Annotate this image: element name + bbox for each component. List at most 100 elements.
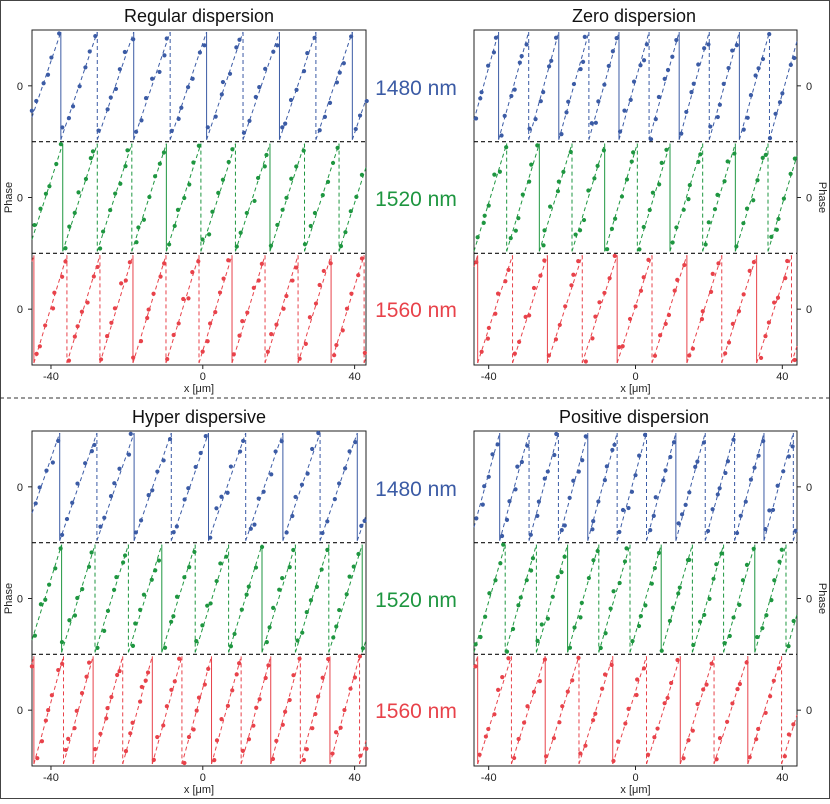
data-point [786,732,791,737]
data-point [595,548,600,554]
x-axis-label: x [μm] [184,784,214,796]
data-point [205,125,210,130]
data-point [691,642,696,648]
data-point [53,566,58,571]
data-point [287,697,292,703]
data-point [652,353,658,358]
fit-ramp [702,143,736,252]
data-point [524,578,529,583]
data-point [284,293,289,299]
data-point [304,610,309,615]
data-point [320,193,325,198]
data-point [715,192,720,197]
data-point [197,50,203,55]
data-point [529,162,534,167]
fit-ramp [62,143,98,252]
data-point [655,726,660,731]
data-point [47,184,52,189]
fit-ramp [473,255,479,267]
data-point [312,35,317,40]
data-point [356,551,361,557]
data-point [187,182,192,187]
data-point [620,507,626,513]
data-point [196,143,201,148]
x-tick-label: -40 [43,371,59,383]
data-point [785,258,790,264]
fit-ramp [477,656,512,765]
data-point [325,179,331,184]
data-point [697,619,703,624]
data-point [553,35,559,40]
data-point [665,67,671,73]
data-point [577,228,583,233]
data-point [240,748,246,753]
panel-title: Positive dispersion [559,407,709,427]
data-point [333,730,339,735]
fit-ramp [63,656,94,765]
data-point [633,473,638,478]
fit-ramp [297,255,332,364]
fit-ramp [756,255,792,364]
data-point [702,46,707,51]
data-point [485,336,491,341]
data-point [171,614,176,619]
data-point [597,300,602,305]
data-point [730,48,735,53]
data-point [512,351,517,356]
data-point [281,306,286,311]
data-point [741,221,746,226]
data-point [637,453,642,458]
data-point [150,488,155,493]
data-point [79,309,85,314]
data-point [246,737,252,742]
data-point [109,320,114,325]
data-point [240,319,245,324]
data-point [571,478,576,483]
data-point [262,164,267,169]
data-point [343,230,348,235]
data-point [643,603,648,608]
data-point [294,164,299,169]
data-point [205,603,210,608]
data-point [35,756,40,761]
x-tick-label: 0 [632,371,638,383]
data-point [252,198,257,204]
data-point [752,465,757,470]
data-point [631,79,637,84]
data-point [676,521,681,526]
data-point [562,554,567,559]
data-point [89,449,94,454]
data-point [648,528,653,533]
data-point [649,581,654,586]
fit-ramp [477,255,514,364]
data-point [165,357,170,362]
data-point [627,316,633,322]
data-point [41,81,46,86]
data-point [271,605,276,610]
data-point [751,546,756,551]
data-point [602,290,607,296]
data-point [217,290,223,295]
y-tick-label: 0 [806,482,812,494]
data-point [246,584,251,589]
data-point [591,718,596,723]
data-point [481,220,486,225]
data-point [54,161,59,167]
data-point [626,706,631,711]
fit-ramp [133,31,171,140]
data-point [297,656,302,661]
data-point [734,43,739,48]
data-point [347,449,352,454]
data-point [592,176,597,181]
data-point [123,164,128,169]
data-point [664,147,669,152]
data-point [712,207,718,212]
data-point [67,224,72,229]
data-point [593,314,598,319]
data-point [29,108,34,113]
data-point [686,738,691,743]
y-tick-label: 0 [806,193,812,205]
data-point [755,178,760,183]
data-point [682,262,687,268]
data-point [566,99,571,104]
